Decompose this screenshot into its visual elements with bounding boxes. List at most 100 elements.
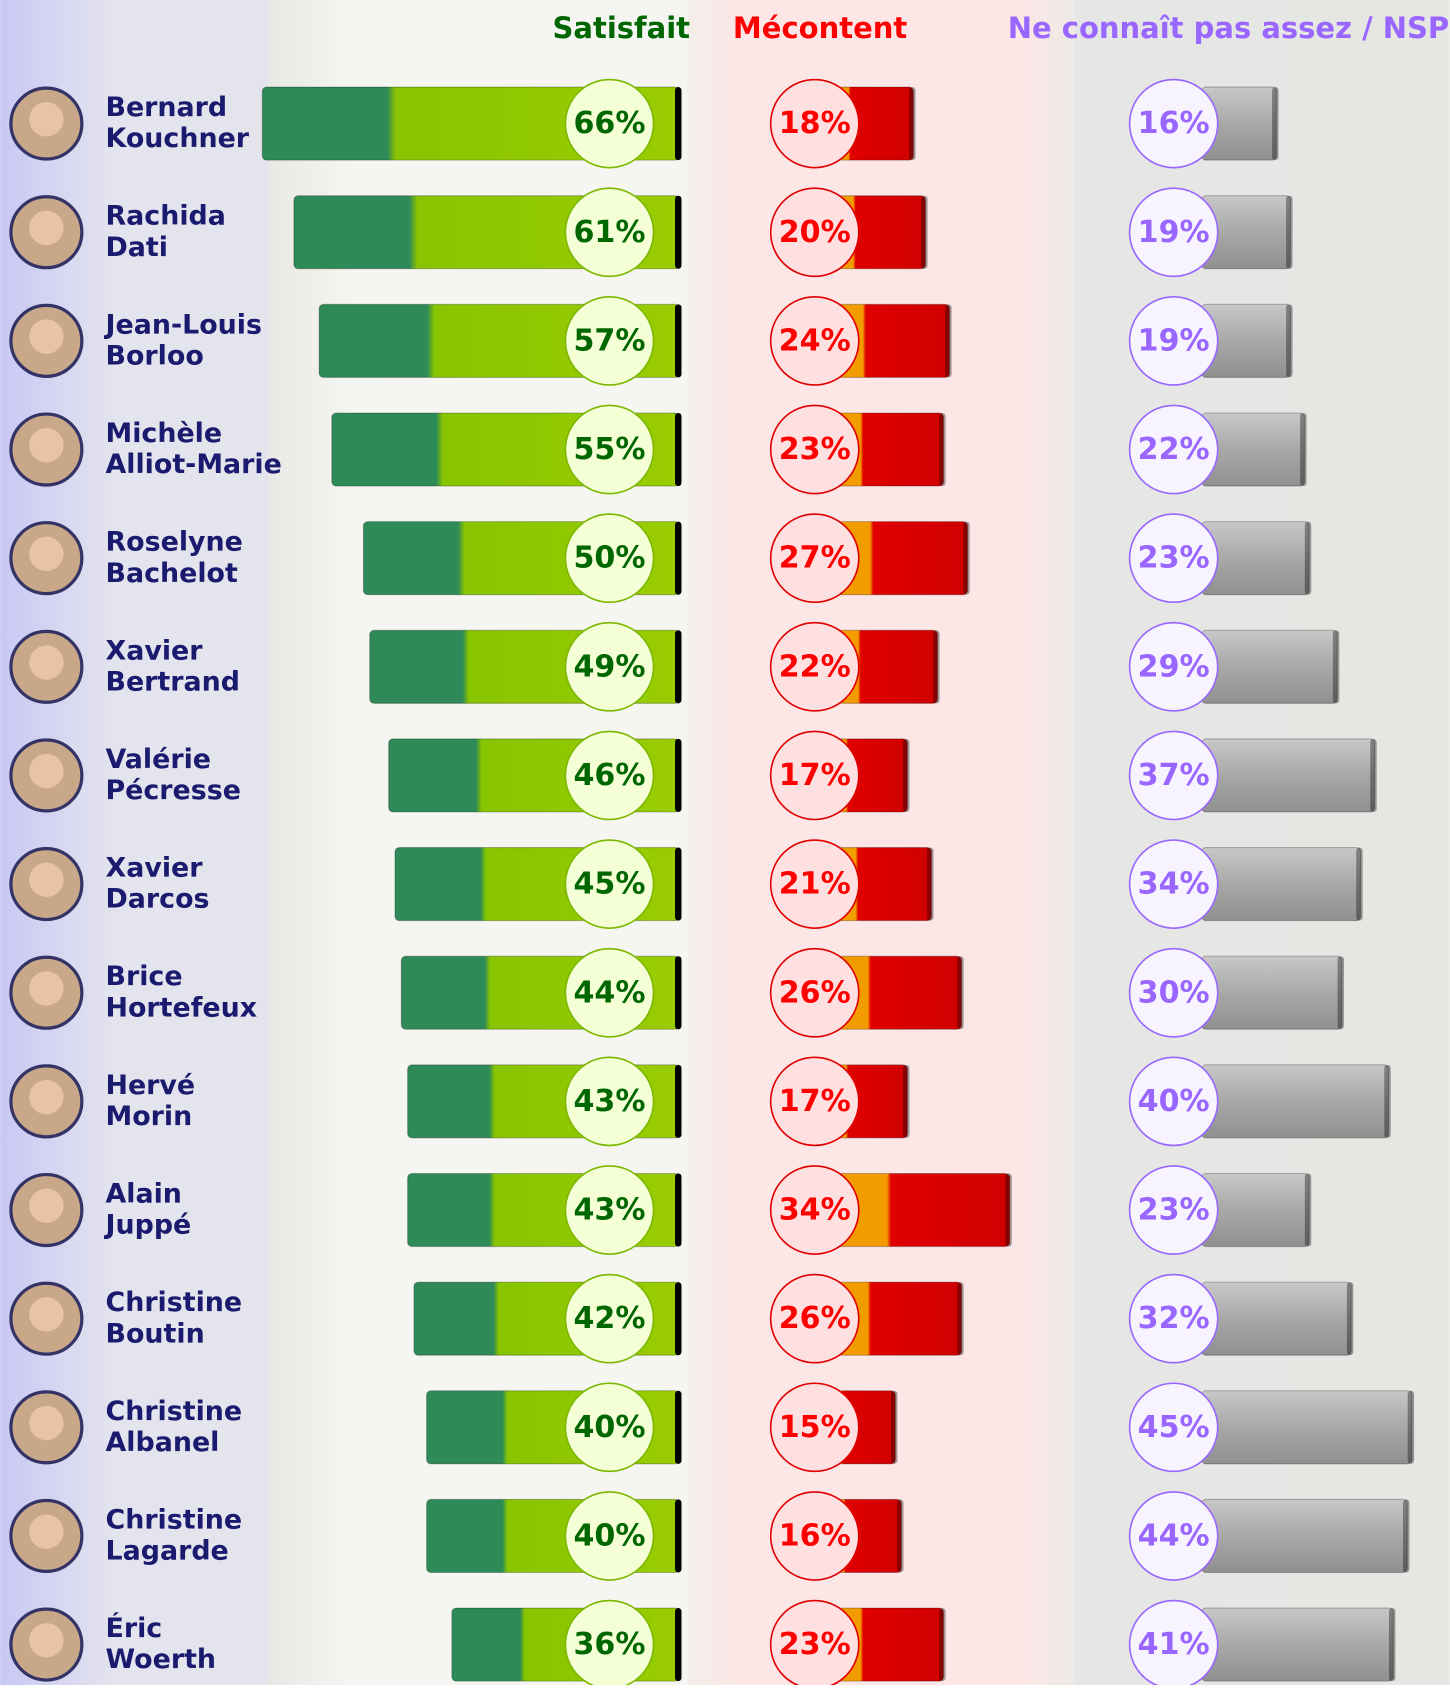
bar-cap	[1384, 1065, 1390, 1138]
bar	[1202, 848, 1361, 921]
bar-cap	[675, 630, 681, 703]
legend-mecontent: Mécontent	[733, 11, 907, 45]
category-label: Bernard	[105, 92, 227, 123]
value-label: 40%	[1138, 1084, 1210, 1119]
value-label: 49%	[573, 649, 645, 684]
category-label: Darcos	[105, 884, 209, 915]
value-label: 30%	[1138, 975, 1210, 1010]
bar-cap	[1286, 196, 1292, 269]
bar-cap	[1305, 1173, 1311, 1246]
portrait-face	[29, 1623, 63, 1657]
category-label: Roselyne	[105, 527, 242, 558]
portrait-face	[29, 971, 63, 1005]
value-label: 17%	[779, 1084, 851, 1119]
bar-cap	[1005, 1173, 1011, 1246]
portrait-face	[29, 645, 63, 679]
value-label: 36%	[573, 1627, 645, 1662]
bar-cap	[921, 196, 927, 269]
bar-cap	[963, 522, 969, 595]
bar-cap	[675, 956, 681, 1029]
value-label: 40%	[573, 1519, 645, 1554]
value-label: 27%	[779, 541, 851, 576]
category-label: Michèle	[105, 418, 222, 449]
value-label: 61%	[573, 215, 645, 250]
value-label: 45%	[573, 867, 645, 902]
bar-cap	[1338, 956, 1344, 1029]
chart: Satisfait Mécontent Ne connaît pas assez…	[0, 0, 1450, 1685]
bar-cap	[927, 848, 933, 921]
bar-cap	[1300, 413, 1306, 486]
value-label: 37%	[1138, 758, 1210, 793]
bar-cap	[675, 304, 681, 377]
value-label: 42%	[573, 1301, 645, 1336]
bar	[1202, 1608, 1394, 1681]
category-label: Pécresse	[105, 775, 240, 806]
bar	[1202, 956, 1342, 1029]
value-label: 29%	[1138, 649, 1210, 684]
value-label: 45%	[1138, 1410, 1210, 1445]
bar	[1202, 1391, 1412, 1464]
value-label: 17%	[779, 758, 851, 793]
portrait-face	[29, 1189, 63, 1223]
category-label: Rachida	[105, 201, 225, 232]
bar-cap	[1347, 1282, 1353, 1355]
value-label: 26%	[779, 975, 851, 1010]
value-label: 22%	[779, 649, 851, 684]
bar-cap	[939, 413, 945, 486]
bar	[1202, 1282, 1352, 1355]
category-label: Brice	[105, 961, 182, 992]
value-label: 55%	[573, 432, 645, 467]
value-label: 19%	[1138, 215, 1210, 250]
page: {"chart_data": {"type": "bar", "categori…	[0, 0, 1450, 1685]
bar-cap	[957, 1282, 963, 1355]
bar-cap	[903, 1065, 909, 1138]
bar-cap	[1403, 1499, 1409, 1572]
portrait-face	[29, 211, 63, 245]
bar-cap	[675, 1173, 681, 1246]
portrait-face	[29, 537, 63, 571]
value-label: 22%	[1138, 432, 1210, 467]
value-label: 23%	[1138, 541, 1210, 576]
category-label: Dati	[105, 232, 167, 263]
bar-cap	[1272, 87, 1278, 160]
category-label: Christine	[105, 1287, 242, 1318]
value-label: 19%	[1138, 323, 1210, 358]
category-label: Alain	[105, 1178, 181, 1209]
category-label: Boutin	[105, 1318, 204, 1349]
bar-cap	[1356, 848, 1362, 921]
value-label: 43%	[573, 1193, 645, 1228]
bar-cap	[933, 630, 939, 703]
category-label: Kouchner	[105, 123, 249, 154]
value-label: 20%	[779, 215, 851, 250]
value-label: 34%	[1138, 867, 1210, 902]
bar	[1202, 739, 1375, 812]
category-label: Lagarde	[105, 1536, 228, 1567]
portrait-face	[29, 754, 63, 788]
bar	[1202, 630, 1338, 703]
category-label: Valérie	[105, 744, 211, 775]
bar-cap	[675, 196, 681, 269]
portrait-face	[29, 1080, 63, 1114]
category-label: Juppé	[103, 1210, 191, 1241]
bar-cap	[1389, 1608, 1395, 1681]
bar-cap	[1333, 630, 1339, 703]
bar-cap	[675, 848, 681, 921]
value-label: 24%	[779, 323, 851, 358]
bar-cap	[1408, 1391, 1414, 1464]
bar-cap	[909, 87, 915, 160]
bar-cap	[897, 1499, 903, 1572]
value-label: 34%	[779, 1193, 851, 1228]
value-label: 23%	[779, 1627, 851, 1662]
category-label: Hortefeux	[105, 992, 257, 1023]
category-label: Christine	[105, 1396, 242, 1427]
category-label: Xavier	[105, 853, 203, 884]
value-label: 26%	[779, 1301, 851, 1336]
portrait-face	[29, 102, 63, 136]
bar-cap	[675, 87, 681, 160]
bar-cap	[945, 304, 951, 377]
category-label: Bertrand	[105, 666, 240, 697]
bar-cap	[675, 1065, 681, 1138]
category-label: Jean-Louis	[103, 309, 262, 340]
value-label: 16%	[1138, 106, 1210, 141]
value-label: 41%	[1138, 1627, 1210, 1662]
